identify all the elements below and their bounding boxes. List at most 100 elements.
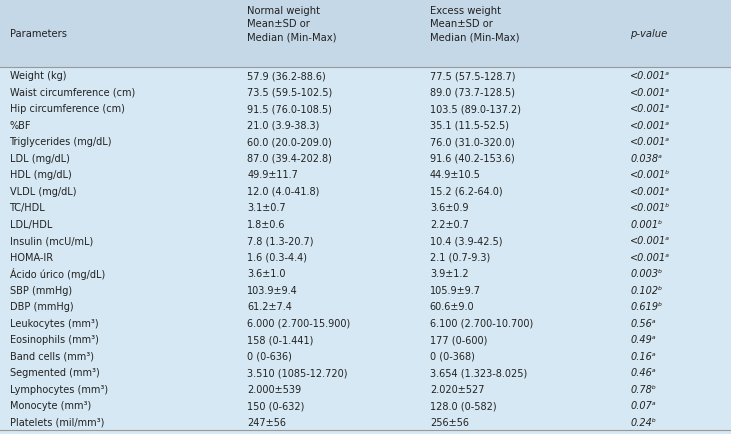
Bar bbox=[0, 331, 731, 348]
Text: 3.654 (1.323-8.025): 3.654 (1.323-8.025) bbox=[430, 368, 527, 378]
Bar bbox=[0, 68, 731, 84]
Text: 177 (0-600): 177 (0-600) bbox=[430, 335, 487, 345]
Text: 0.619ᵇ: 0.619ᵇ bbox=[630, 302, 662, 312]
Text: 0.102ᵇ: 0.102ᵇ bbox=[630, 285, 662, 295]
Text: <0.001ᵇ: <0.001ᵇ bbox=[630, 170, 670, 180]
Text: <0.001ᵃ: <0.001ᵃ bbox=[630, 104, 670, 114]
Text: <0.001ᵃ: <0.001ᵃ bbox=[630, 236, 670, 246]
Text: 49.9±11.7: 49.9±11.7 bbox=[247, 170, 298, 180]
Text: SBP (mmHg): SBP (mmHg) bbox=[10, 285, 72, 295]
Bar bbox=[0, 167, 731, 183]
Text: Insulin (mcU/mL): Insulin (mcU/mL) bbox=[10, 236, 93, 246]
Text: 44.9±10.5: 44.9±10.5 bbox=[430, 170, 481, 180]
Text: 12.0 (4.0-41.8): 12.0 (4.0-41.8) bbox=[247, 186, 319, 196]
Text: 103.5 (89.0-137.2): 103.5 (89.0-137.2) bbox=[430, 104, 520, 114]
Text: 158 (0-1.441): 158 (0-1.441) bbox=[247, 335, 314, 345]
Text: Hip circumference (cm): Hip circumference (cm) bbox=[10, 104, 124, 114]
Text: 21.0 (3.9-38.3): 21.0 (3.9-38.3) bbox=[247, 121, 319, 131]
Text: Monocyte (mm³): Monocyte (mm³) bbox=[10, 400, 91, 410]
Bar bbox=[0, 216, 731, 233]
Text: 247±56: 247±56 bbox=[247, 417, 286, 427]
Bar bbox=[0, 397, 731, 414]
Text: <0.001ᵃ: <0.001ᵃ bbox=[630, 71, 670, 81]
Text: LDL/HDL: LDL/HDL bbox=[10, 219, 52, 229]
Text: %BF: %BF bbox=[10, 121, 31, 131]
Bar bbox=[0, 101, 731, 117]
Text: 256±56: 256±56 bbox=[430, 417, 469, 427]
Text: Weight (kg): Weight (kg) bbox=[10, 71, 66, 81]
Text: 3.9±1.2: 3.9±1.2 bbox=[430, 269, 469, 279]
Text: 103.9±9.4: 103.9±9.4 bbox=[247, 285, 298, 295]
Bar bbox=[0, 381, 731, 397]
Text: 0.001ᵇ: 0.001ᵇ bbox=[630, 219, 662, 229]
Bar bbox=[0, 265, 731, 282]
Text: <0.001ᵃ: <0.001ᵃ bbox=[630, 137, 670, 147]
Bar bbox=[0, 249, 731, 265]
Text: Eosinophils (mm³): Eosinophils (mm³) bbox=[10, 335, 99, 345]
Text: 73.5 (59.5-102.5): 73.5 (59.5-102.5) bbox=[247, 88, 333, 98]
Text: Waist circumference (cm): Waist circumference (cm) bbox=[10, 88, 135, 98]
Text: Platelets (mil/mm³): Platelets (mil/mm³) bbox=[10, 417, 104, 427]
Text: 2.1 (0.7-9.3): 2.1 (0.7-9.3) bbox=[430, 252, 490, 262]
Text: 0.78ᵇ: 0.78ᵇ bbox=[630, 384, 656, 394]
Text: 0.07ᵃ: 0.07ᵃ bbox=[630, 400, 656, 410]
Text: 3.510 (1085-12.720): 3.510 (1085-12.720) bbox=[247, 368, 347, 378]
Text: HDL (mg/dL): HDL (mg/dL) bbox=[10, 170, 71, 180]
Text: Band cells (mm³): Band cells (mm³) bbox=[10, 351, 94, 361]
Text: <0.001ᵃ: <0.001ᵃ bbox=[630, 88, 670, 98]
Text: 0.038ᵃ: 0.038ᵃ bbox=[630, 153, 662, 163]
Bar bbox=[0, 183, 731, 200]
Text: Segmented (mm³): Segmented (mm³) bbox=[10, 368, 99, 378]
Bar bbox=[0, 315, 731, 331]
Text: 3.6±0.9: 3.6±0.9 bbox=[430, 203, 469, 213]
Bar bbox=[0, 348, 731, 364]
Text: 0.49ᵃ: 0.49ᵃ bbox=[630, 335, 656, 345]
Text: <0.001ᵇ: <0.001ᵇ bbox=[630, 203, 670, 213]
Text: 7.8 (1.3-20.7): 7.8 (1.3-20.7) bbox=[247, 236, 314, 246]
Text: DBP (mmHg): DBP (mmHg) bbox=[10, 302, 73, 312]
Text: 60.6±9.0: 60.6±9.0 bbox=[430, 302, 474, 312]
Bar bbox=[0, 117, 731, 134]
Text: 91.5 (76.0-108.5): 91.5 (76.0-108.5) bbox=[247, 104, 332, 114]
Text: <0.001ᵃ: <0.001ᵃ bbox=[630, 252, 670, 262]
Text: 2.020±527: 2.020±527 bbox=[430, 384, 485, 394]
Text: 6.000 (2.700-15.900): 6.000 (2.700-15.900) bbox=[247, 318, 350, 328]
Text: 1.6 (0.3-4.4): 1.6 (0.3-4.4) bbox=[247, 252, 307, 262]
Text: Excess weight
Mean±SD or
Median (Min-Max): Excess weight Mean±SD or Median (Min-Max… bbox=[430, 6, 519, 42]
Text: TC/HDL: TC/HDL bbox=[10, 203, 45, 213]
Text: 3.6±1.0: 3.6±1.0 bbox=[247, 269, 286, 279]
Text: 128.0 (0-582): 128.0 (0-582) bbox=[430, 400, 496, 410]
Text: Triglycerides (mg/dL): Triglycerides (mg/dL) bbox=[10, 137, 112, 147]
Text: Leukocytes (mm³): Leukocytes (mm³) bbox=[10, 318, 98, 328]
Bar bbox=[0, 364, 731, 381]
Bar bbox=[0, 233, 731, 249]
Text: Ácido úrico (mg/dL): Ácido úrico (mg/dL) bbox=[10, 268, 105, 279]
Text: 89.0 (73.7-128.5): 89.0 (73.7-128.5) bbox=[430, 88, 515, 98]
Text: Parameters: Parameters bbox=[10, 29, 67, 39]
Bar bbox=[0, 282, 731, 298]
Text: 35.1 (11.5-52.5): 35.1 (11.5-52.5) bbox=[430, 121, 509, 131]
Text: LDL (mg/dL): LDL (mg/dL) bbox=[10, 153, 69, 163]
Bar bbox=[0, 414, 731, 430]
Text: 87.0 (39.4-202.8): 87.0 (39.4-202.8) bbox=[247, 153, 332, 163]
Text: 0.16ᵃ: 0.16ᵃ bbox=[630, 351, 656, 361]
Text: 61.2±7.4: 61.2±7.4 bbox=[247, 302, 292, 312]
Text: 60.0 (20.0-209.0): 60.0 (20.0-209.0) bbox=[247, 137, 332, 147]
Text: 0.56ᵃ: 0.56ᵃ bbox=[630, 318, 656, 328]
Text: Lymphocytes (mm³): Lymphocytes (mm³) bbox=[10, 384, 107, 394]
Text: 0.003ᵇ: 0.003ᵇ bbox=[630, 269, 662, 279]
Bar bbox=[0, 298, 731, 315]
Text: <0.001ᵃ: <0.001ᵃ bbox=[630, 121, 670, 131]
Text: 76.0 (31.0-320.0): 76.0 (31.0-320.0) bbox=[430, 137, 515, 147]
Text: VLDL (mg/dL): VLDL (mg/dL) bbox=[10, 186, 76, 196]
Bar bbox=[0, 200, 731, 216]
Text: 10.4 (3.9-42.5): 10.4 (3.9-42.5) bbox=[430, 236, 502, 246]
Bar bbox=[0, 0, 731, 68]
Text: 77.5 (57.5-128.7): 77.5 (57.5-128.7) bbox=[430, 71, 515, 81]
Text: p-value: p-value bbox=[630, 29, 667, 39]
Text: HOMA-IR: HOMA-IR bbox=[10, 252, 53, 262]
Text: 0.24ᵇ: 0.24ᵇ bbox=[630, 417, 656, 427]
Text: 0 (0-636): 0 (0-636) bbox=[247, 351, 292, 361]
Text: 3.1±0.7: 3.1±0.7 bbox=[247, 203, 286, 213]
Bar bbox=[0, 84, 731, 101]
